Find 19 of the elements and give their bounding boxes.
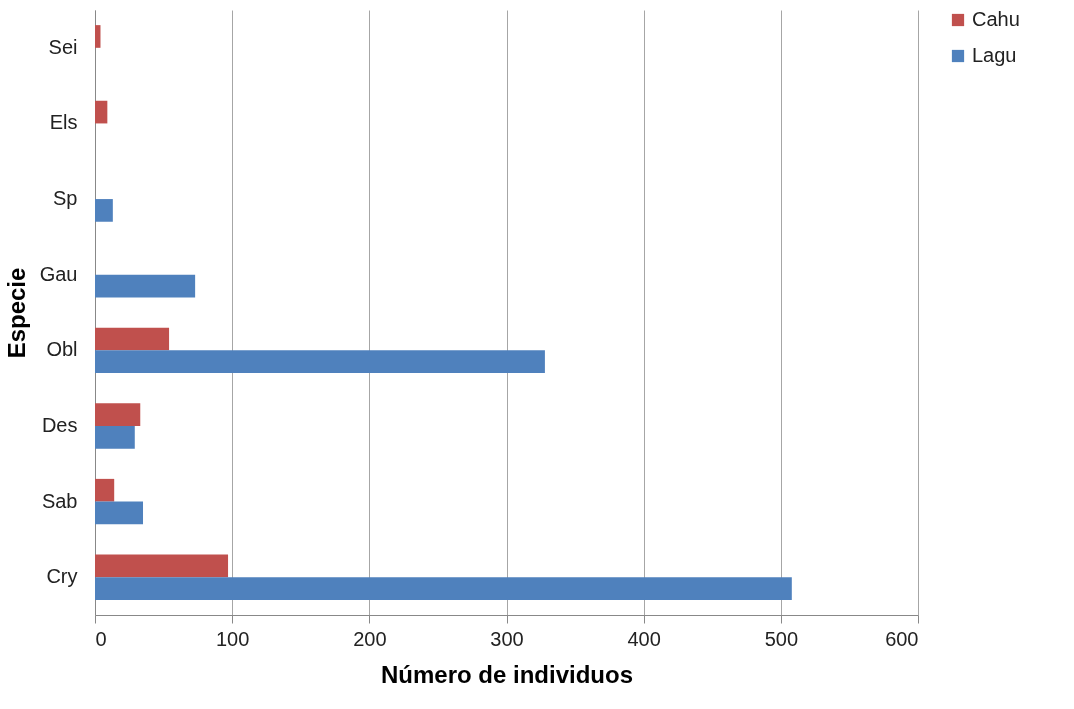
- x-axis-title: Número de individuos: [380, 660, 634, 688]
- y-tick-label: Els: [49, 111, 78, 134]
- y-tick-label: Sei: [48, 35, 78, 58]
- y-tick-label: Des: [41, 413, 78, 436]
- y-tick-label: Sab: [41, 489, 78, 512]
- x-tick-label: 300: [490, 627, 524, 650]
- x-tick-label: 400: [627, 627, 661, 650]
- x-tick-label: 0: [95, 627, 107, 650]
- legend-label: Cahu: [972, 8, 1020, 30]
- y-tick-label: Sp: [53, 187, 78, 210]
- legend-label: Lagu: [972, 44, 1017, 66]
- y-tick-label: Cry: [46, 565, 78, 588]
- x-tick-label: 200: [353, 627, 387, 650]
- y-axis-title: Especie: [2, 267, 30, 359]
- x-tick-label: 500: [764, 627, 799, 650]
- y-tick-label: Obl: [46, 338, 78, 361]
- x-tick-label: 100: [215, 627, 250, 650]
- y-tick-label: Gau: [39, 262, 78, 285]
- x-tick-label: 600: [885, 627, 919, 650]
